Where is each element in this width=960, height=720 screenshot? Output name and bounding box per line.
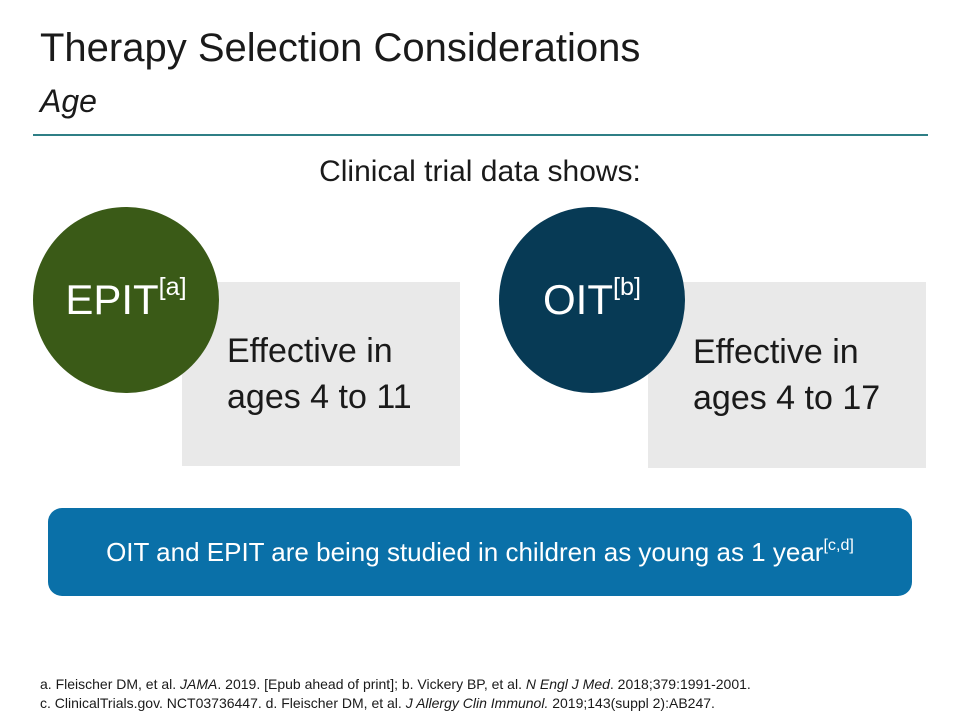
- epit-ref: [a]: [158, 273, 187, 302]
- epit-text-line2: ages 4 to 11: [227, 378, 412, 416]
- references: a. Fleischer DM, et al. JAMA. 2019. [Epu…: [40, 675, 940, 713]
- age-banner: OIT and EPIT are being studied in childr…: [48, 508, 912, 596]
- slide-title: Therapy Selection Considerations: [40, 26, 641, 70]
- reference-line-1: a. Fleischer DM, et al. JAMA. 2019. [Epu…: [40, 676, 751, 692]
- epit-label: EPIT[a]: [65, 273, 187, 323]
- oit-ref: [b]: [612, 273, 641, 302]
- slide-subtitle: Age: [40, 83, 97, 119]
- epit-circle: EPIT[a]: [33, 207, 219, 393]
- oit-card-text: Effective in ages 4 to 17: [693, 329, 880, 421]
- epit-card-text: Effective in ages 4 to 11: [227, 328, 412, 420]
- banner-text: OIT and EPIT are being studied in childr…: [106, 535, 854, 567]
- banner-ref: [c,d]: [823, 535, 854, 554]
- epit-card: [182, 282, 460, 466]
- oit-circle: OIT[b]: [499, 207, 685, 393]
- oit-label: OIT[b]: [542, 273, 641, 323]
- title-divider: [33, 134, 928, 136]
- intro-text: Clinical trial data shows:: [319, 155, 641, 188]
- oit-text-line1: Effective in: [693, 333, 859, 371]
- reference-line-2: c. ClinicalTrials.gov. NCT03736447. d. F…: [40, 695, 715, 711]
- epit-text-line1: Effective in: [227, 332, 393, 370]
- oit-card: [648, 282, 926, 468]
- oit-text-line2: ages 4 to 17: [693, 379, 881, 417]
